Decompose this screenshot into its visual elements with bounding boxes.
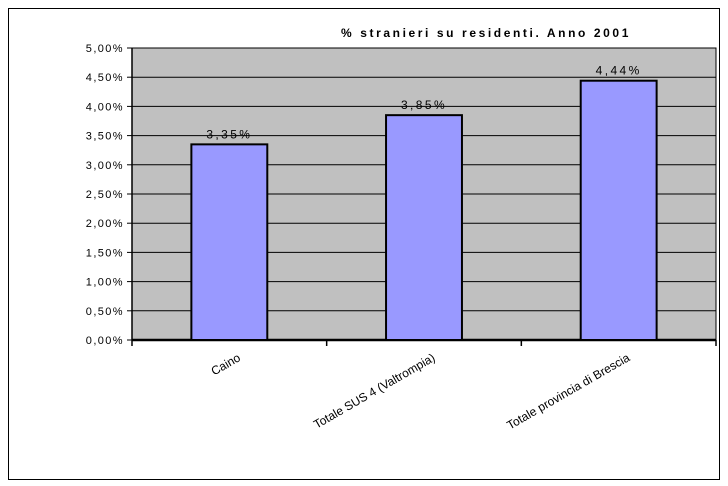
category-label: Caino (209, 350, 243, 378)
bar (385, 114, 463, 341)
bars (190, 79, 658, 341)
y-tick-label: 2,00% (86, 218, 124, 230)
category-label: Totale SUS 4 (Valtrompia) (311, 350, 437, 431)
y-tick-label: 2,50% (86, 189, 124, 201)
y-tick-label: 1,00% (86, 277, 124, 289)
y-tick-label: 4,50% (86, 72, 124, 84)
chart-title: % stranieri su residenti. Anno 2001 (341, 26, 631, 40)
y-axis: 0,00% 0,50% 1,00% 1,50% 2,00% 2,50% 3,00% 3,50%… (86, 43, 133, 347)
bar (190, 143, 269, 341)
y-tick-label: 0,50% (86, 306, 124, 318)
y-tick-label: 4,00% (86, 101, 124, 113)
y-tick-label: 1,50% (86, 247, 124, 259)
y-tick-label: 0,00% (86, 335, 124, 347)
data-label: 3,35% (206, 127, 252, 141)
y-tick-label: 3,00% (86, 160, 124, 172)
category-label: Totale provincia di Brescia (504, 350, 632, 432)
data-label: 3,85% (401, 98, 447, 112)
data-label: 4,44% (596, 64, 642, 78)
data-labels: 3,35% 3,85% 4,44% (206, 64, 642, 142)
y-tick-label: 3,50% (86, 131, 124, 143)
y-tick-label: 5,00% (86, 43, 124, 55)
bar (579, 79, 658, 341)
category-labels: Caino Totale SUS 4 (Valtrompia) Totale pro… (209, 350, 633, 432)
